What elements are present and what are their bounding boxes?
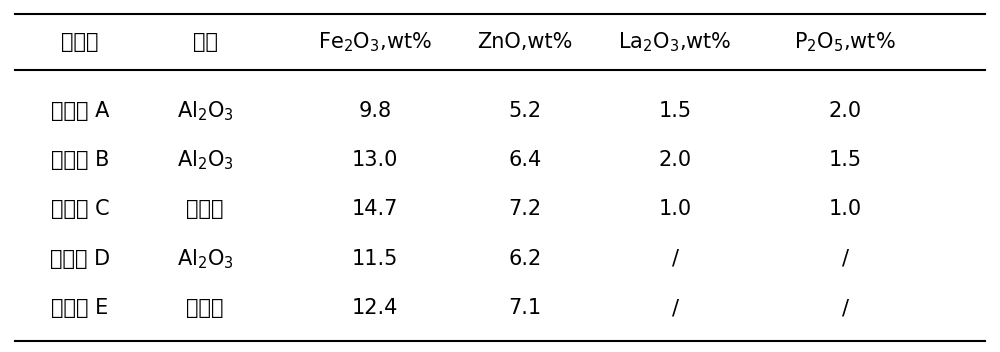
Text: 12.4: 12.4: [352, 298, 398, 318]
Text: 14.7: 14.7: [352, 200, 398, 219]
Text: 7.1: 7.1: [508, 298, 542, 318]
Text: 催化剂 E: 催化剂 E: [51, 298, 109, 318]
Text: /: /: [842, 249, 848, 269]
Text: 载体: 载体: [192, 32, 218, 52]
Text: /: /: [842, 298, 848, 318]
Text: 2.0: 2.0: [658, 150, 692, 170]
Text: 固体酸: 固体酸: [186, 200, 224, 219]
Text: P$_2$O$_5$,wt%: P$_2$O$_5$,wt%: [794, 30, 896, 54]
Text: Al$_2$O$_3$: Al$_2$O$_3$: [177, 247, 233, 271]
Text: 催化剂 A: 催化剂 A: [51, 101, 109, 121]
Text: 6.4: 6.4: [508, 150, 542, 170]
Text: /: /: [672, 249, 678, 269]
Text: 1.0: 1.0: [828, 200, 862, 219]
Text: 13.0: 13.0: [352, 150, 398, 170]
Text: 2.0: 2.0: [828, 101, 862, 121]
Text: 6.2: 6.2: [508, 249, 542, 269]
Text: Fe$_2$O$_3$,wt%: Fe$_2$O$_3$,wt%: [318, 30, 432, 54]
Text: Al$_2$O$_3$: Al$_2$O$_3$: [177, 99, 233, 123]
Text: 催化剂 D: 催化剂 D: [50, 249, 110, 269]
Text: 催化剂: 催化剂: [61, 32, 99, 52]
Text: 1.5: 1.5: [658, 101, 692, 121]
Text: 催化剂 C: 催化剂 C: [51, 200, 109, 219]
Text: 催化剂 B: 催化剂 B: [51, 150, 109, 170]
Text: 5.2: 5.2: [508, 101, 542, 121]
Text: /: /: [672, 298, 678, 318]
Text: 1.5: 1.5: [828, 150, 862, 170]
Text: 固体酸: 固体酸: [186, 298, 224, 318]
Text: 7.2: 7.2: [508, 200, 542, 219]
Text: Al$_2$O$_3$: Al$_2$O$_3$: [177, 148, 233, 172]
Text: ZnO,wt%: ZnO,wt%: [477, 32, 573, 52]
Text: 11.5: 11.5: [352, 249, 398, 269]
Text: 1.0: 1.0: [658, 200, 692, 219]
Text: 9.8: 9.8: [358, 101, 392, 121]
Text: La$_2$O$_3$,wt%: La$_2$O$_3$,wt%: [618, 30, 732, 54]
